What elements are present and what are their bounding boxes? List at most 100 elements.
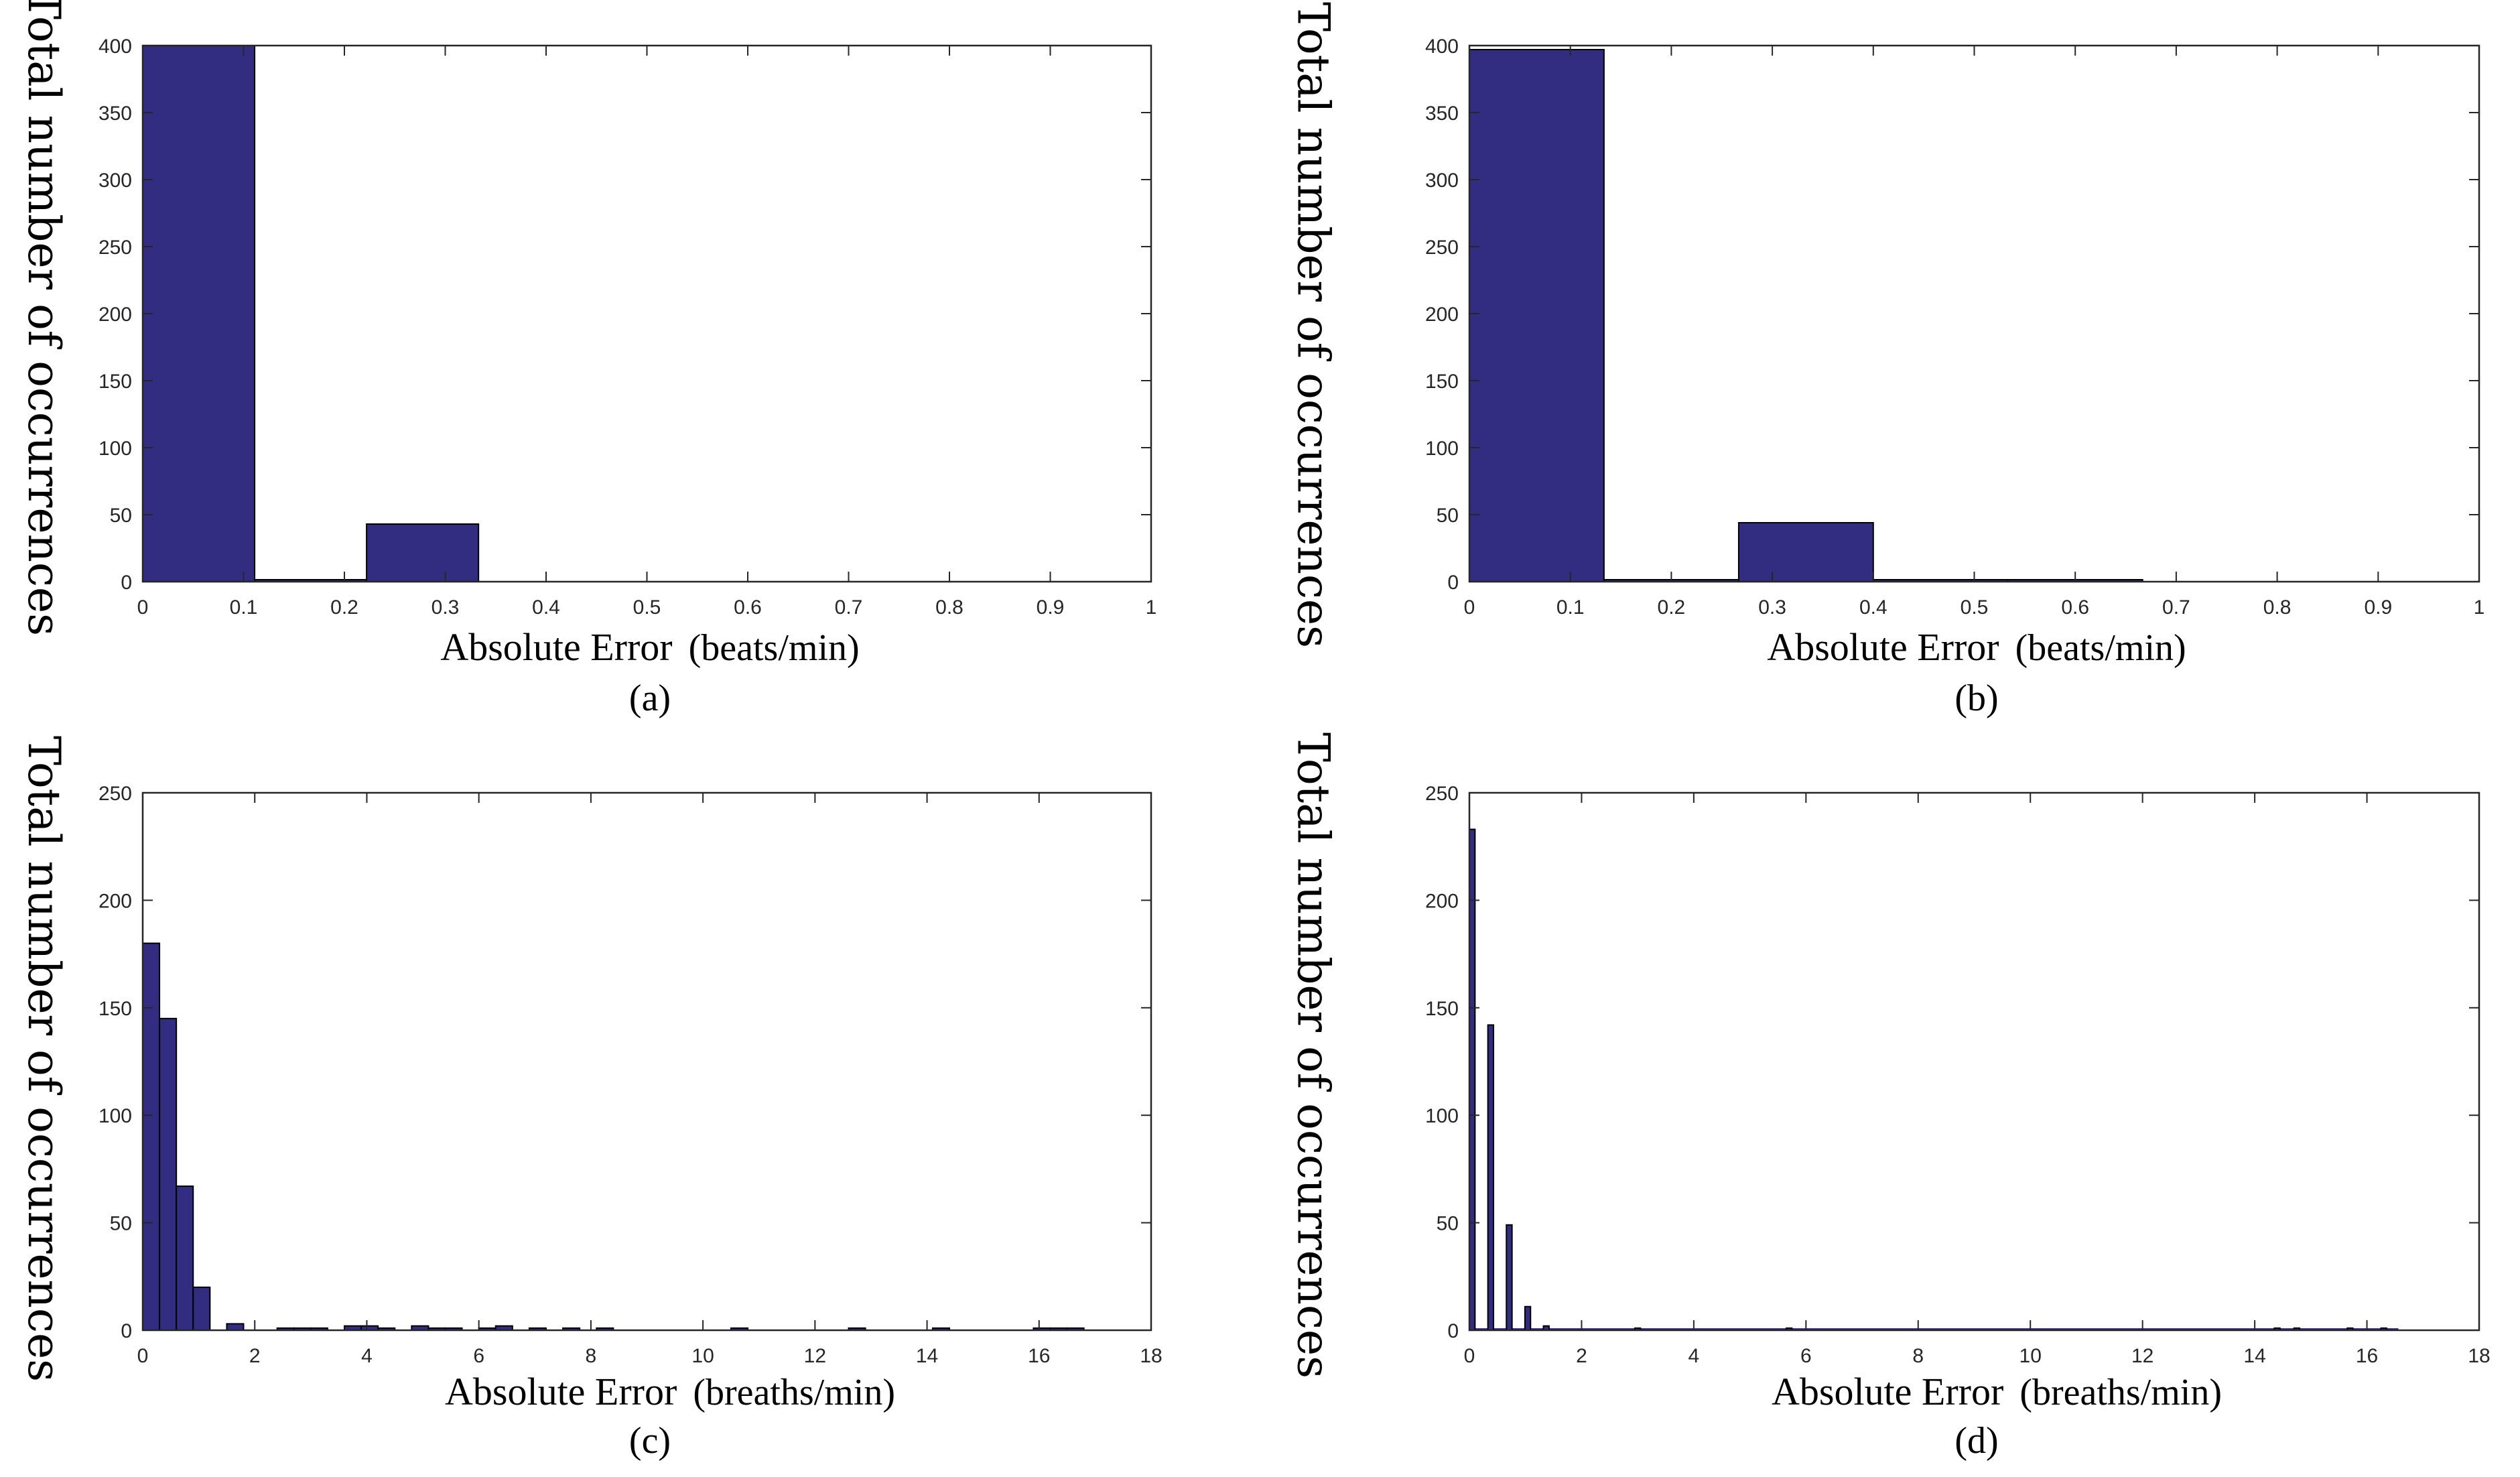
x-tick-label-c-1: 2 bbox=[249, 1345, 261, 1367]
y-tick-label-d-2: 100 bbox=[1425, 1105, 1459, 1127]
bar-c-0 bbox=[142, 942, 161, 1332]
x-axis-unit-d: (breaths/min) bbox=[2019, 1372, 2222, 1413]
x-tick-label-d-7: 14 bbox=[2243, 1345, 2265, 1367]
x-tick-label-c-0: 0 bbox=[137, 1345, 149, 1367]
x-tick-label-a-8: 0.8 bbox=[935, 596, 964, 619]
x-axis-title-b: Absolute Error bbox=[1767, 625, 1999, 669]
x-tick-label-c-3: 6 bbox=[473, 1345, 484, 1367]
y-tick-label-d-0: 0 bbox=[1447, 1320, 1459, 1342]
y-axis-label-d: Total number of occurrences bbox=[1287, 732, 1339, 1378]
y-tick-label-a-7: 350 bbox=[98, 103, 132, 125]
y-tick-label-a-5: 250 bbox=[98, 237, 132, 259]
y-tick-label-a-3: 150 bbox=[98, 371, 132, 393]
y-tick-label-a-8: 400 bbox=[98, 36, 132, 58]
x-tick-label-d-0: 0 bbox=[1464, 1345, 1475, 1367]
x-tick-label-c-8: 16 bbox=[1028, 1345, 1050, 1367]
x-axis-label-a: Absolute Error (beats/min) bbox=[440, 625, 859, 669]
bar-c-14 bbox=[377, 1327, 396, 1331]
y-tick-label-a-2: 100 bbox=[98, 438, 132, 460]
x-tick-label-c-7: 14 bbox=[916, 1345, 938, 1367]
subfigure-caption-b: (b) bbox=[1954, 678, 1999, 719]
bar-d-1 bbox=[1487, 1024, 1495, 1331]
x-tick-label-a-4: 0.4 bbox=[532, 596, 560, 619]
y-tick-label-a-4: 200 bbox=[98, 304, 132, 326]
x-tick-label-d-5: 10 bbox=[2019, 1345, 2042, 1367]
bar-c-8 bbox=[276, 1327, 295, 1331]
bar-c-1 bbox=[159, 1017, 178, 1331]
bar-c-32 bbox=[1049, 1327, 1068, 1331]
bar-d-0 bbox=[1469, 828, 1476, 1331]
x-axis-title-c: Absolute Error bbox=[445, 1370, 677, 1413]
x-tick-label-c-2: 4 bbox=[361, 1345, 373, 1367]
bar-c-33 bbox=[1066, 1327, 1085, 1331]
y-axis-label-a: Total number of occurrences bbox=[22, 0, 70, 636]
x-axis-unit-b: (beats/min) bbox=[2015, 627, 2186, 669]
bar-c-18 bbox=[444, 1327, 463, 1331]
x-tick-label-d-4: 8 bbox=[1912, 1345, 1924, 1367]
bar-c-28 bbox=[730, 1327, 748, 1331]
bar-c-17 bbox=[427, 1327, 446, 1331]
bar-d-5 bbox=[1634, 1327, 1642, 1331]
bar-b-1 bbox=[1603, 579, 1739, 582]
bar-c-3 bbox=[192, 1286, 211, 1331]
x-tick-label-a-0: 0 bbox=[137, 596, 149, 619]
x-tick-label-a-3: 0.3 bbox=[432, 596, 460, 619]
y-tick-label-b-6: 300 bbox=[1425, 170, 1459, 192]
bar-b-3 bbox=[1872, 579, 2009, 582]
bar-a-0 bbox=[142, 45, 256, 582]
baseline-bar-d bbox=[1469, 1328, 2399, 1330]
bar-c-2 bbox=[176, 1185, 194, 1331]
x-tick-label-b-10: 1 bbox=[2474, 596, 2485, 619]
bar-c-20 bbox=[478, 1327, 496, 1331]
bars-c bbox=[142, 942, 1085, 1332]
y-tick-label-b-1: 50 bbox=[1437, 505, 1459, 527]
x-tick-label-c-9: 18 bbox=[1140, 1345, 1162, 1367]
x-tick-label-a-5: 0.5 bbox=[633, 596, 661, 619]
bar-c-23 bbox=[528, 1327, 547, 1331]
x-axis-label-c: Absolute Error (breaths/min) bbox=[445, 1369, 895, 1414]
x-tick-label-b-5: 0.5 bbox=[1961, 596, 1989, 619]
bar-d-10 bbox=[2380, 1327, 2387, 1331]
subfigure-caption-a: (a) bbox=[628, 678, 671, 719]
x-tick-label-a-1: 0.1 bbox=[230, 596, 258, 619]
x-tick-label-b-7: 0.7 bbox=[2162, 596, 2190, 619]
axes-box-c bbox=[141, 791, 1152, 1332]
bar-c-13 bbox=[360, 1325, 379, 1331]
x-tick-label-d-9: 18 bbox=[2468, 1345, 2490, 1367]
bar-c-29 bbox=[848, 1327, 866, 1331]
bars-d bbox=[1469, 828, 2399, 1332]
x-tick-label-d-8: 16 bbox=[2356, 1345, 2378, 1367]
x-axis-title-d: Absolute Error bbox=[1772, 1370, 2004, 1413]
y-tick-label-b-7: 350 bbox=[1425, 103, 1459, 125]
y-tick-label-b-8: 400 bbox=[1425, 36, 1459, 58]
bar-b-4 bbox=[2007, 579, 2143, 582]
x-tick-label-b-8: 0.8 bbox=[2263, 596, 2292, 619]
y-tick-label-d-3: 150 bbox=[1425, 998, 1459, 1020]
bar-c-10 bbox=[310, 1327, 328, 1331]
x-tick-label-b-0: 0 bbox=[1464, 596, 1475, 619]
x-tick-label-d-2: 4 bbox=[1688, 1345, 1700, 1367]
bar-c-21 bbox=[494, 1325, 513, 1331]
x-tick-label-c-6: 12 bbox=[804, 1345, 826, 1367]
x-tick-label-b-9: 0.9 bbox=[2364, 596, 2392, 619]
x-tick-label-a-10: 1 bbox=[1146, 596, 1157, 619]
x-tick-label-d-1: 2 bbox=[1576, 1345, 1587, 1367]
x-axis-unit-a: (beats/min) bbox=[688, 627, 860, 669]
bar-a-1 bbox=[254, 579, 368, 582]
y-tick-label-c-2: 100 bbox=[98, 1105, 132, 1127]
x-tick-label-d-3: 6 bbox=[1800, 1345, 1812, 1367]
bar-c-9 bbox=[293, 1327, 312, 1331]
x-tick-label-b-2: 0.2 bbox=[1658, 596, 1686, 619]
y-tick-label-c-3: 150 bbox=[98, 998, 132, 1020]
bar-c-30 bbox=[931, 1327, 950, 1331]
x-tick-label-c-5: 10 bbox=[691, 1345, 714, 1367]
y-tick-label-d-1: 50 bbox=[1437, 1213, 1459, 1235]
y-tick-label-c-5: 250 bbox=[98, 783, 132, 805]
x-axis-unit-c: (breaths/min) bbox=[693, 1372, 895, 1413]
y-tick-label-b-5: 250 bbox=[1425, 237, 1459, 259]
y-tick-label-d-4: 200 bbox=[1425, 890, 1459, 912]
